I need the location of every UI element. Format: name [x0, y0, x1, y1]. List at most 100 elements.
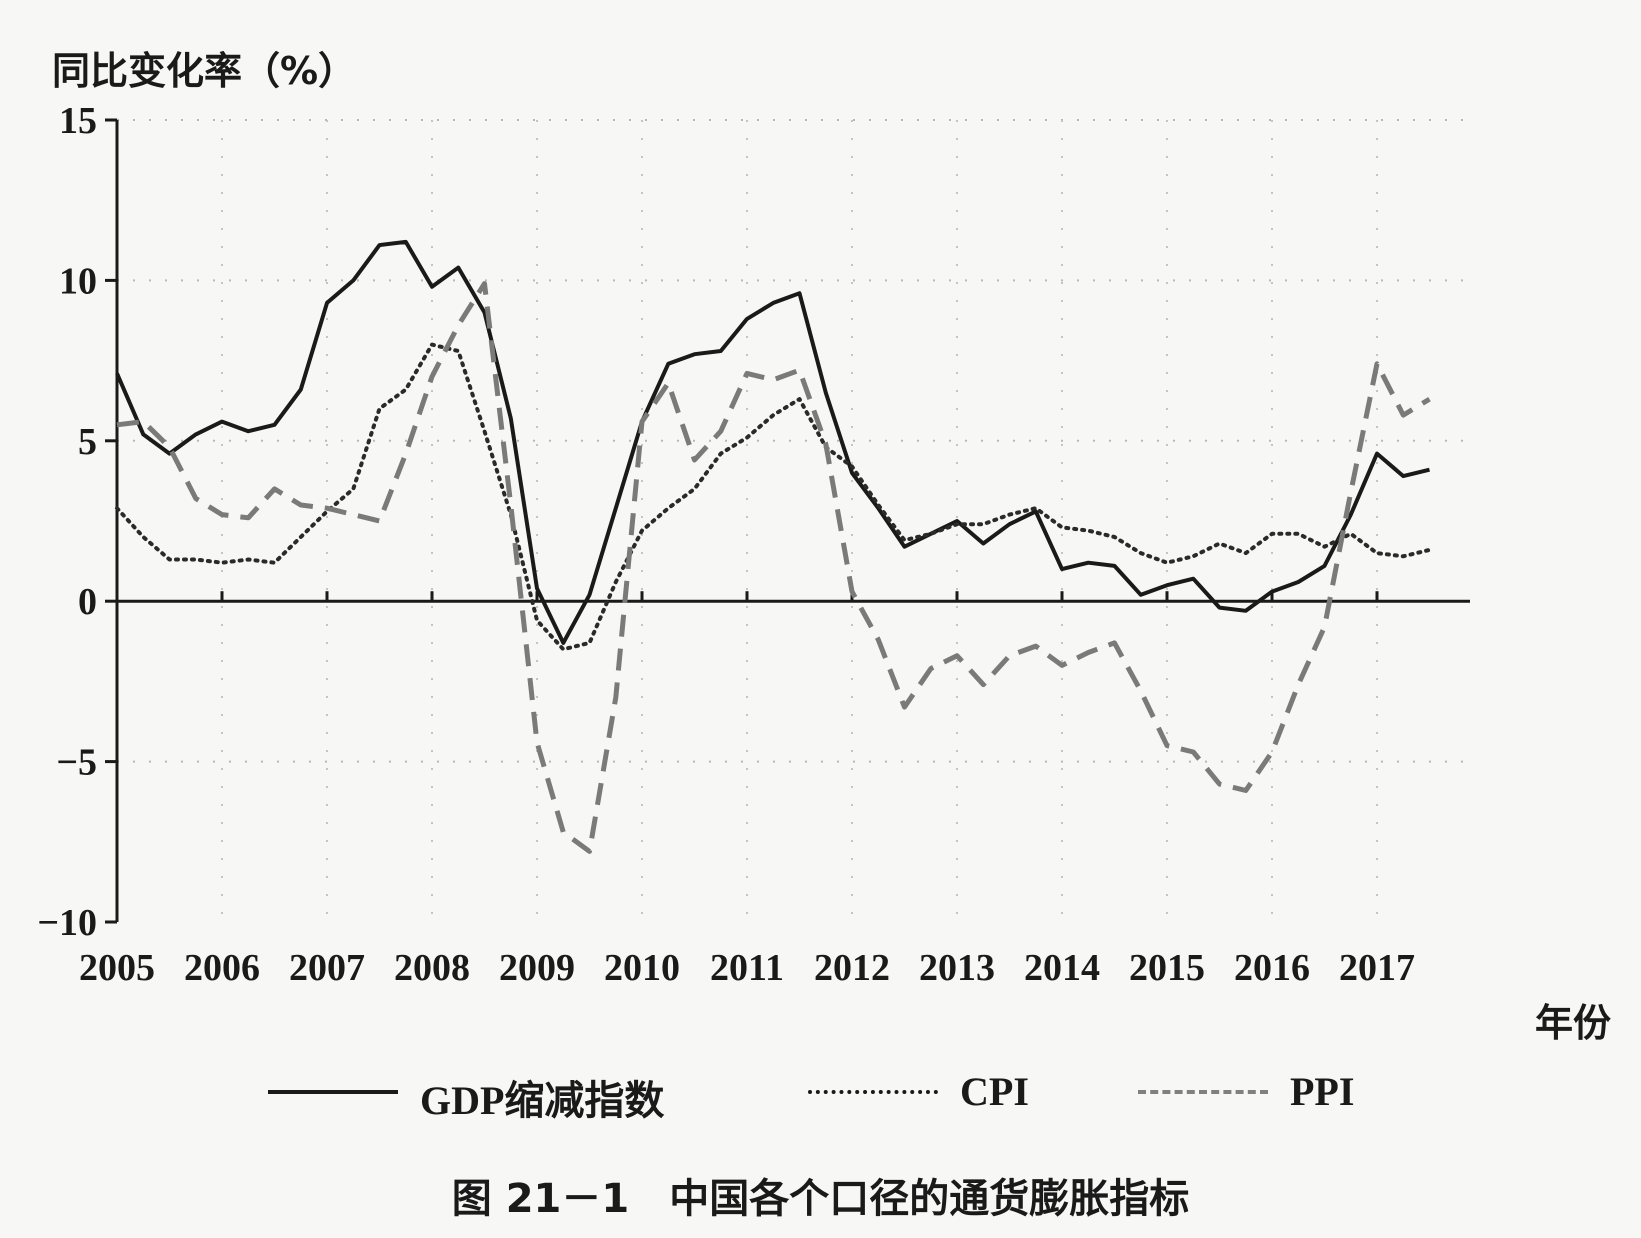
data-point	[562, 641, 565, 644]
data-point	[168, 558, 171, 561]
legend-solid-line-swatch	[268, 1090, 398, 1094]
series-line-solid	[115, 239, 1430, 645]
data-point	[588, 593, 591, 596]
data-point	[378, 407, 381, 410]
data-point	[903, 539, 906, 542]
data-point	[1061, 568, 1064, 571]
data-point	[667, 507, 670, 510]
data-point	[1139, 593, 1142, 596]
data-point	[1349, 532, 1352, 535]
data-point	[273, 561, 276, 564]
data-point	[1218, 542, 1221, 545]
data-point	[1244, 552, 1247, 555]
data-point	[798, 398, 801, 401]
x-tick-label: 2014	[1024, 947, 1100, 989]
data-point	[1349, 491, 1352, 494]
x-tick-label: 2013	[919, 947, 995, 989]
data-point	[299, 504, 302, 507]
data-point	[326, 507, 329, 510]
data-point	[1034, 507, 1037, 510]
data-point	[536, 587, 539, 590]
data-point	[824, 391, 827, 394]
data-point	[1244, 609, 1247, 612]
data-point	[299, 388, 302, 391]
data-point	[378, 244, 381, 247]
data-point	[326, 301, 329, 304]
data-point	[1061, 526, 1064, 529]
data-point	[746, 372, 749, 375]
data-point	[273, 423, 276, 426]
data-point	[431, 375, 434, 378]
data-point	[1244, 789, 1247, 792]
data-point	[956, 523, 959, 526]
data-point	[483, 430, 486, 433]
data-point	[877, 504, 880, 507]
tick-labels: −10 −5 0 5 10 15 2005 2006 2007 2008 2009 2010 2011 2…	[37, 100, 1415, 989]
x-tick-label: 2012	[814, 947, 890, 989]
data-point	[1297, 683, 1300, 686]
y-tick-label: −10	[37, 902, 97, 944]
data-point	[378, 520, 381, 523]
x-tick-label: 2010	[604, 947, 680, 989]
data-point	[1008, 523, 1011, 526]
data-point	[851, 590, 854, 593]
data-point	[562, 831, 565, 834]
data-point	[1271, 532, 1274, 535]
data-point	[483, 282, 486, 285]
data-point	[273, 487, 276, 490]
data-point	[1087, 561, 1090, 564]
series-line-dashed	[116, 281, 1431, 854]
y-axis-label: 同比变化率（%）	[52, 49, 357, 93]
x-tick-label: 2007	[289, 947, 365, 989]
data-point	[798, 369, 801, 372]
data-point	[352, 513, 355, 516]
data-point	[1323, 625, 1326, 628]
data-point	[247, 516, 250, 519]
data-point	[457, 324, 460, 327]
data-point	[772, 414, 775, 417]
data-point	[536, 741, 539, 744]
data-point	[1008, 654, 1011, 657]
data-point	[1192, 555, 1195, 558]
data-point	[431, 343, 434, 346]
data-point	[1139, 690, 1142, 693]
data-point	[142, 433, 145, 436]
data-point	[168, 446, 171, 449]
data-point	[1061, 664, 1064, 667]
x-tick-label: 2006	[184, 947, 260, 989]
data-point	[116, 372, 119, 375]
data-point	[772, 301, 775, 304]
data-point	[693, 459, 696, 462]
data-point	[142, 420, 145, 423]
x-tick-label: 2011	[710, 947, 784, 989]
data-point	[1297, 581, 1300, 584]
data-point	[746, 317, 749, 320]
data-point	[1113, 641, 1116, 644]
data-point	[1113, 564, 1116, 567]
series-line-dotted	[115, 342, 1432, 652]
data-point	[536, 619, 539, 622]
data-point	[1376, 362, 1379, 365]
data-point	[116, 423, 119, 426]
x-tick-label: 2008	[394, 947, 470, 989]
data-point	[1034, 645, 1037, 648]
x-tick-label: 2016	[1234, 947, 1310, 989]
data-point	[1008, 513, 1011, 516]
data-point	[1166, 744, 1169, 747]
data-point	[1218, 606, 1221, 609]
data-point	[457, 266, 460, 269]
x-tick-label: 2015	[1129, 947, 1205, 989]
data-point	[431, 285, 434, 288]
data-point	[221, 513, 224, 516]
data-point	[798, 292, 801, 295]
data-point	[1402, 475, 1405, 478]
data-point	[1087, 529, 1090, 532]
data-point	[1192, 751, 1195, 754]
data-point	[1271, 590, 1274, 593]
legend-label: CPI	[960, 1069, 1029, 1114]
data-point	[719, 452, 722, 455]
data-point	[247, 430, 250, 433]
data-point	[1139, 552, 1142, 555]
data-point	[903, 545, 906, 548]
data-point	[194, 558, 197, 561]
